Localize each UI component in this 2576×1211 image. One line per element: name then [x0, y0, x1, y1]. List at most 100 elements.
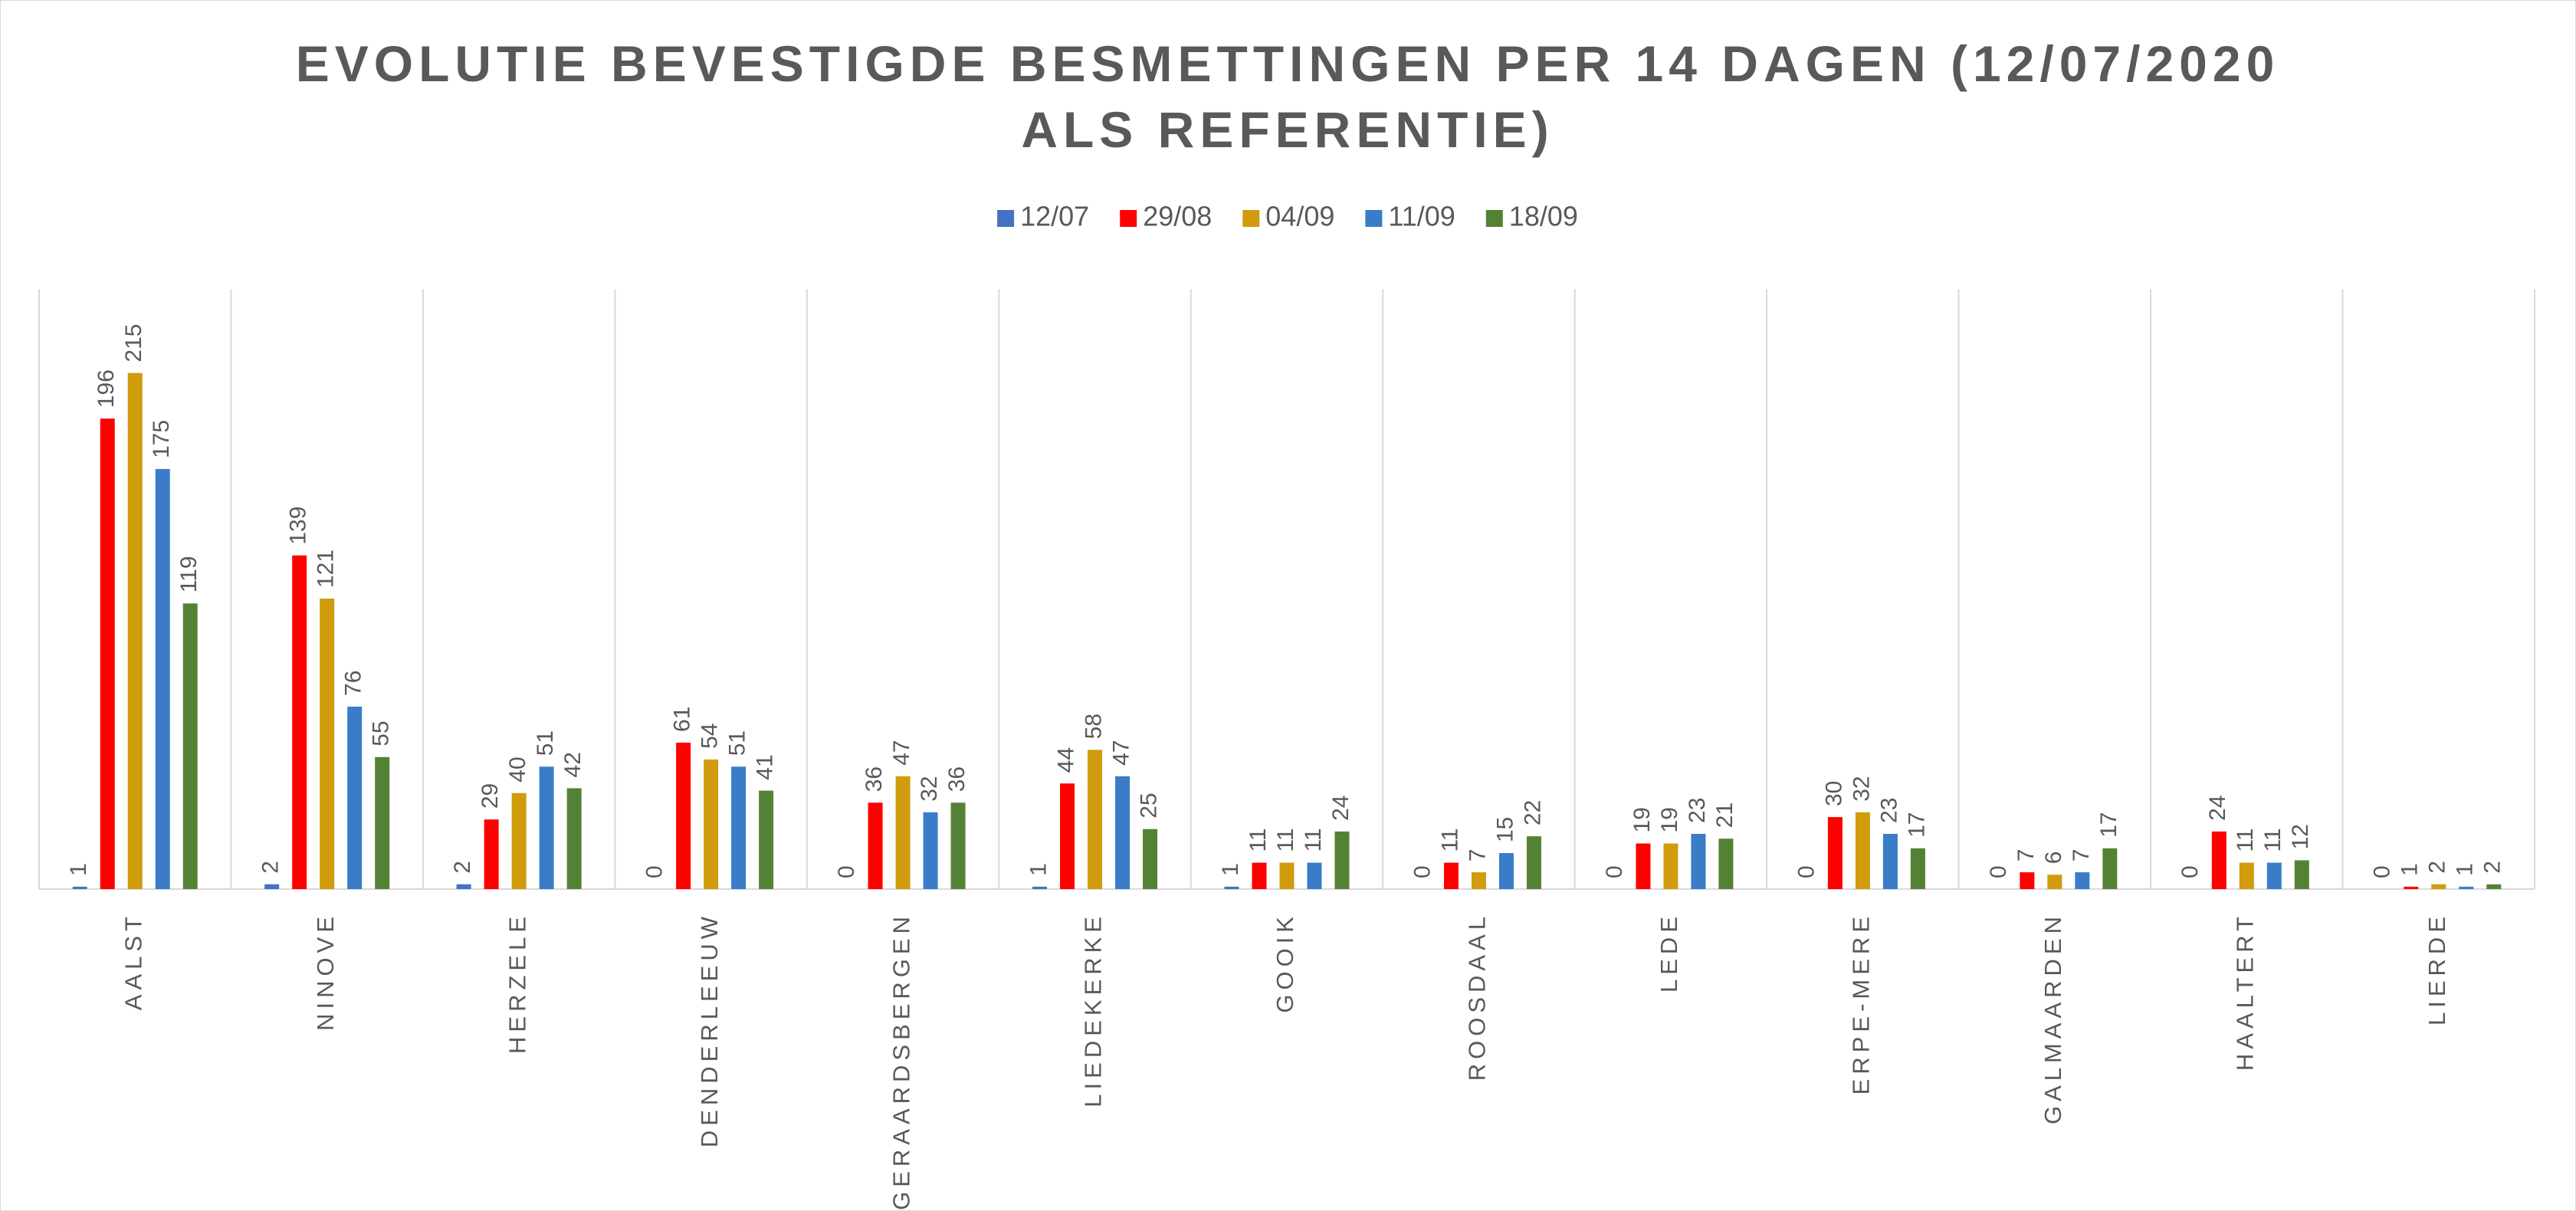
data-label: 0 — [642, 865, 668, 878]
bar — [320, 599, 335, 889]
bar — [566, 788, 582, 889]
data-label: 196 — [94, 369, 119, 408]
x-tick-label: GOOIK — [1272, 912, 1298, 1013]
data-label: 1 — [2453, 863, 2478, 876]
data-label: 0 — [1602, 865, 1627, 878]
data-label: 61 — [670, 707, 695, 732]
bar — [2294, 860, 2309, 889]
data-label: 7 — [1465, 848, 1490, 861]
legend-label: 12/07 — [1020, 201, 1089, 232]
x-tick-label: HAALTERT — [2231, 912, 2258, 1071]
data-label: 1 — [2397, 863, 2423, 876]
bar — [1334, 831, 1350, 889]
bar — [375, 756, 390, 889]
data-label: 119 — [176, 556, 202, 592]
data-label: 23 — [1876, 798, 1902, 823]
x-tick-label: AALST — [120, 912, 146, 1010]
data-label: 121 — [313, 550, 339, 588]
legend-swatch — [997, 210, 1015, 227]
data-label: 11 — [2260, 828, 2286, 852]
x-tick-label: LIEDEKERKE — [1080, 912, 1107, 1108]
bar — [923, 812, 938, 889]
bar — [1636, 843, 1651, 889]
bar — [1882, 833, 1898, 889]
data-label: 0 — [1409, 865, 1435, 878]
bar — [1032, 886, 1048, 889]
bar — [1718, 839, 1734, 889]
data-label: 11 — [1301, 828, 1326, 852]
bar — [2459, 886, 2474, 889]
data-label: 7 — [2069, 848, 2094, 861]
data-label: 11 — [1245, 828, 1271, 852]
data-label: 58 — [1081, 714, 1106, 739]
data-label: 175 — [149, 420, 174, 458]
data-label: 32 — [1849, 776, 1874, 801]
x-tick-label: LIERDE — [2423, 912, 2450, 1026]
data-label: 0 — [1986, 865, 2011, 878]
data-label: 19 — [1657, 807, 1682, 832]
bar — [1827, 817, 1843, 889]
bar — [1443, 862, 1459, 889]
bar — [1307, 862, 1322, 889]
legend-swatch — [1485, 210, 1503, 227]
bar — [1143, 829, 1158, 889]
data-label: 55 — [369, 720, 394, 746]
bar — [72, 886, 87, 889]
data-label: 12 — [2288, 824, 2313, 849]
bar — [704, 759, 719, 889]
data-label: 30 — [1821, 781, 1846, 806]
bar — [731, 766, 747, 889]
data-label: 42 — [560, 752, 586, 777]
legend-swatch — [1120, 210, 1137, 227]
legend-swatch — [1365, 210, 1383, 227]
data-label: 0 — [834, 865, 859, 878]
data-label: 0 — [2370, 865, 2395, 878]
data-label: 1 — [1218, 863, 1243, 876]
bar — [1691, 833, 1706, 889]
data-label: 19 — [1629, 807, 1655, 832]
data-label: 139 — [286, 507, 311, 545]
bar — [2266, 862, 2282, 889]
bar — [1910, 848, 1925, 889]
bar — [292, 555, 307, 889]
bar — [676, 742, 691, 889]
bar — [1060, 783, 1075, 889]
data-label: 36 — [944, 766, 970, 792]
data-label: 15 — [1492, 817, 1518, 842]
data-label: 41 — [753, 754, 778, 779]
data-label: 1 — [1025, 863, 1051, 876]
x-tick-label: GALMAARDEN — [2039, 912, 2066, 1124]
bar — [1224, 886, 1239, 889]
data-label: 7 — [2013, 848, 2039, 861]
bar — [1088, 750, 1103, 889]
data-label: 23 — [1685, 798, 1710, 823]
bar — [2239, 862, 2254, 889]
x-tick-label: ERPE-MERE — [1848, 912, 1875, 1094]
legend-label: 11/09 — [1388, 201, 1455, 232]
data-label: 47 — [1108, 740, 1134, 765]
data-label: 29 — [477, 783, 503, 809]
bar — [347, 706, 363, 889]
data-label: 24 — [2205, 795, 2230, 820]
data-label: 36 — [861, 766, 887, 792]
data-label: 21 — [1712, 802, 1738, 828]
x-tick-label: LEDE — [1656, 912, 1682, 993]
bar — [2404, 886, 2419, 889]
data-label: 0 — [2177, 865, 2203, 878]
bar — [511, 793, 527, 889]
bar — [2020, 872, 2035, 889]
data-label: 24 — [1328, 795, 1354, 820]
data-label: 6 — [2041, 852, 2066, 865]
bar — [1855, 812, 1870, 889]
x-tick-label: DENDERLEEUW — [696, 912, 723, 1147]
legend-label: 04/09 — [1265, 201, 1334, 232]
bar — [895, 776, 911, 889]
data-label: 25 — [1136, 793, 1161, 818]
data-label: 2 — [450, 861, 475, 874]
chart-title: EVOLUTIE BEVESTIGDE BESMETTINGEN PER 14 … — [295, 35, 2280, 158]
bar — [484, 819, 499, 889]
data-label: 2 — [2425, 861, 2450, 874]
data-label: 2 — [2480, 861, 2505, 874]
bar — [1526, 836, 1541, 889]
data-label: 51 — [725, 730, 750, 756]
